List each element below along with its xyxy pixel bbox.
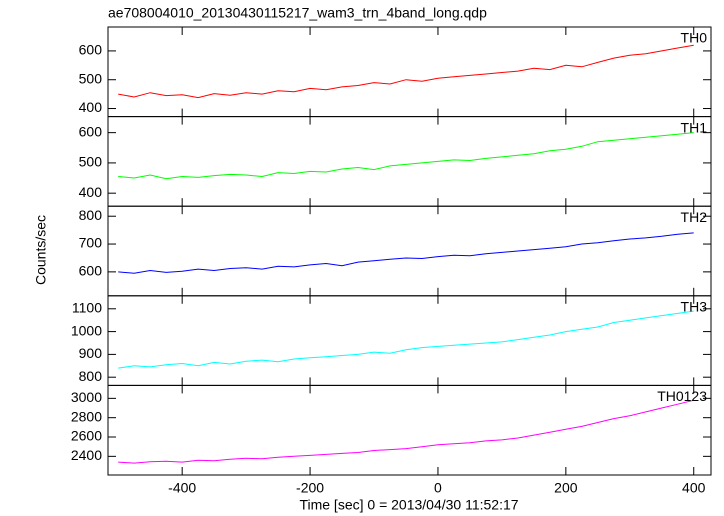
panel-frame (107, 384, 712, 476)
panel-frame (107, 205, 712, 297)
y-tick-label: 800 (79, 368, 103, 384)
legend-label: TH0123 (657, 388, 707, 404)
x-tick-label: 200 (554, 480, 578, 496)
legend-label: TH2 (681, 209, 708, 225)
x-axis-label: Time [sec] 0 = 2013/04/30 11:52:17 (299, 497, 518, 513)
y-tick-label: 2800 (71, 408, 102, 424)
panel-frame (107, 116, 712, 207)
y-tick-label: 600 (79, 263, 103, 279)
legend-label: TH0 (681, 30, 708, 46)
y-tick-label: 600 (79, 123, 103, 139)
x-tick-label: 400 (682, 480, 706, 496)
panel-frame (107, 26, 712, 118)
y-tick-label: 800 (79, 207, 103, 223)
y-tick-label: 900 (79, 345, 103, 361)
y-tick-label: 3000 (71, 389, 102, 405)
y-tick-label: 1000 (71, 322, 102, 338)
x-tick-label: -400 (168, 480, 196, 496)
legend-label: TH3 (681, 299, 708, 315)
data-line (118, 232, 694, 274)
chart-title: ae708004010_20130430115217_wam3_trn_4ban… (108, 5, 487, 21)
y-tick-label: 400 (79, 184, 103, 200)
y-axis-label: Counts/sec (33, 215, 49, 285)
y-tick-label: 500 (79, 70, 103, 86)
x-tick-label: -200 (296, 480, 324, 496)
data-line (118, 399, 694, 464)
y-tick-label: 2600 (71, 428, 102, 444)
data-line (118, 310, 694, 369)
x-tick-label: 0 (434, 480, 442, 496)
y-tick-label: 400 (79, 99, 103, 115)
y-tick-label: 1100 (72, 299, 102, 315)
y-tick-label: 600 (79, 42, 103, 58)
panel-frame (107, 295, 712, 386)
y-tick-label: 2400 (71, 447, 102, 463)
y-tick-label: 700 (79, 235, 103, 251)
y-tick-label: 500 (79, 154, 103, 170)
data-line (118, 132, 694, 180)
legend-label: TH1 (681, 119, 708, 135)
data-line (118, 44, 694, 99)
